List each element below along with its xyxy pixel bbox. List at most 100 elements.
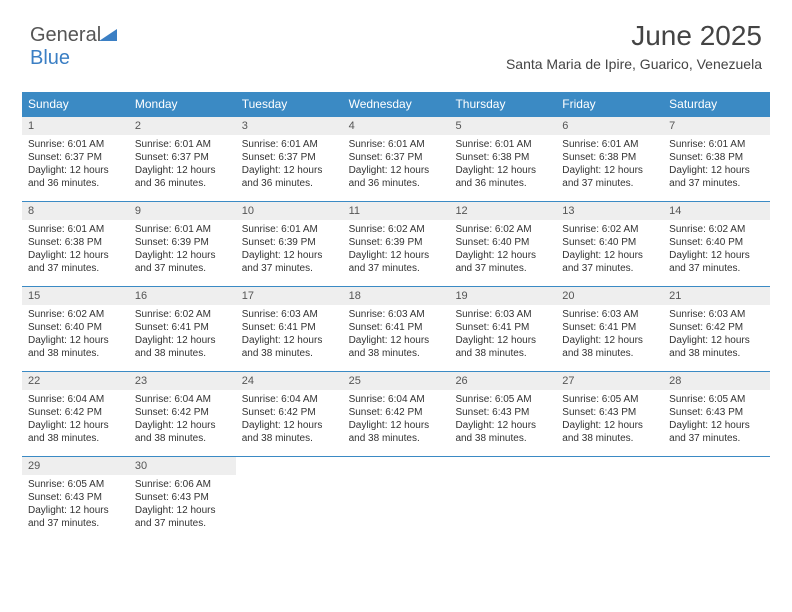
day-number: 27 — [556, 372, 663, 390]
day-dl1: Daylight: 12 hours — [28, 504, 123, 517]
calendar-day: 4Sunrise: 6:01 AMSunset: 6:37 PMDaylight… — [343, 117, 450, 201]
day-dl1: Daylight: 12 hours — [135, 504, 230, 517]
day-sr: Sunrise: 6:01 AM — [562, 138, 657, 151]
day-body: Sunrise: 6:03 AMSunset: 6:41 PMDaylight:… — [449, 305, 556, 366]
day-number: 28 — [663, 372, 770, 390]
day-dl1: Daylight: 12 hours — [669, 334, 764, 347]
day-sr: Sunrise: 6:01 AM — [135, 138, 230, 151]
day-sr: Sunrise: 6:02 AM — [28, 308, 123, 321]
day-sr: Sunrise: 6:01 AM — [242, 223, 337, 236]
day-dl2: and 37 minutes. — [455, 262, 550, 275]
day-dl2: and 38 minutes. — [242, 347, 337, 360]
day-dl2: and 37 minutes. — [562, 262, 657, 275]
day-sr: Sunrise: 6:01 AM — [349, 138, 444, 151]
day-body: Sunrise: 6:03 AMSunset: 6:42 PMDaylight:… — [663, 305, 770, 366]
calendar-day: 17Sunrise: 6:03 AMSunset: 6:41 PMDayligh… — [236, 287, 343, 371]
day-body: Sunrise: 6:01 AMSunset: 6:39 PMDaylight:… — [129, 220, 236, 281]
calendar-day: 26Sunrise: 6:05 AMSunset: 6:43 PMDayligh… — [449, 372, 556, 456]
day-dl1: Daylight: 12 hours — [562, 249, 657, 262]
day-sr: Sunrise: 6:02 AM — [562, 223, 657, 236]
day-dl2: and 38 minutes. — [455, 347, 550, 360]
day-dl1: Daylight: 12 hours — [669, 164, 764, 177]
day-body: Sunrise: 6:04 AMSunset: 6:42 PMDaylight:… — [22, 390, 129, 451]
day-dl1: Daylight: 12 hours — [28, 334, 123, 347]
day-dl2: and 36 minutes. — [242, 177, 337, 190]
day-ss: Sunset: 6:41 PM — [455, 321, 550, 334]
dayname-sat: Saturday — [663, 92, 770, 116]
day-ss: Sunset: 6:42 PM — [135, 406, 230, 419]
day-dl1: Daylight: 12 hours — [349, 164, 444, 177]
day-number: 6 — [556, 117, 663, 135]
day-number: 14 — [663, 202, 770, 220]
day-dl2: and 38 minutes. — [349, 347, 444, 360]
day-body: Sunrise: 6:02 AMSunset: 6:40 PMDaylight:… — [449, 220, 556, 281]
day-sr: Sunrise: 6:01 AM — [28, 138, 123, 151]
day-body: Sunrise: 6:05 AMSunset: 6:43 PMDaylight:… — [449, 390, 556, 451]
day-dl2: and 38 minutes. — [28, 432, 123, 445]
day-number: 22 — [22, 372, 129, 390]
day-ss: Sunset: 6:40 PM — [455, 236, 550, 249]
day-sr: Sunrise: 6:05 AM — [28, 478, 123, 491]
day-number: 25 — [343, 372, 450, 390]
calendar-day: 14Sunrise: 6:02 AMSunset: 6:40 PMDayligh… — [663, 202, 770, 286]
day-ss: Sunset: 6:40 PM — [562, 236, 657, 249]
day-dl1: Daylight: 12 hours — [349, 334, 444, 347]
day-sr: Sunrise: 6:01 AM — [135, 223, 230, 236]
day-dl1: Daylight: 12 hours — [349, 419, 444, 432]
calendar-week: 15Sunrise: 6:02 AMSunset: 6:40 PMDayligh… — [22, 286, 770, 371]
day-dl2: and 37 minutes. — [669, 262, 764, 275]
day-sr: Sunrise: 6:03 AM — [562, 308, 657, 321]
day-number: 15 — [22, 287, 129, 305]
day-dl1: Daylight: 12 hours — [562, 419, 657, 432]
day-dl2: and 37 minutes. — [242, 262, 337, 275]
day-dl1: Daylight: 12 hours — [242, 249, 337, 262]
day-number: 7 — [663, 117, 770, 135]
day-body: Sunrise: 6:02 AMSunset: 6:40 PMDaylight:… — [22, 305, 129, 366]
day-number: 17 — [236, 287, 343, 305]
day-body: Sunrise: 6:06 AMSunset: 6:43 PMDaylight:… — [129, 475, 236, 536]
day-ss: Sunset: 6:37 PM — [28, 151, 123, 164]
day-ss: Sunset: 6:43 PM — [135, 491, 230, 504]
day-body: Sunrise: 6:02 AMSunset: 6:40 PMDaylight:… — [663, 220, 770, 281]
calendar-day: 12Sunrise: 6:02 AMSunset: 6:40 PMDayligh… — [449, 202, 556, 286]
day-dl2: and 36 minutes. — [135, 177, 230, 190]
calendar-day: 2Sunrise: 6:01 AMSunset: 6:37 PMDaylight… — [129, 117, 236, 201]
day-dl1: Daylight: 12 hours — [669, 249, 764, 262]
day-body: Sunrise: 6:03 AMSunset: 6:41 PMDaylight:… — [236, 305, 343, 366]
day-ss: Sunset: 6:37 PM — [135, 151, 230, 164]
day-dl1: Daylight: 12 hours — [135, 249, 230, 262]
day-number: 18 — [343, 287, 450, 305]
day-dl1: Daylight: 12 hours — [455, 249, 550, 262]
day-number: 29 — [22, 457, 129, 475]
day-ss: Sunset: 6:42 PM — [28, 406, 123, 419]
dayname-wed: Wednesday — [343, 92, 450, 116]
calendar-day: 25Sunrise: 6:04 AMSunset: 6:42 PMDayligh… — [343, 372, 450, 456]
calendar-day — [343, 457, 450, 541]
day-number: 11 — [343, 202, 450, 220]
day-dl2: and 38 minutes. — [455, 432, 550, 445]
day-body: Sunrise: 6:02 AMSunset: 6:39 PMDaylight:… — [343, 220, 450, 281]
day-number: 10 — [236, 202, 343, 220]
day-body: Sunrise: 6:05 AMSunset: 6:43 PMDaylight:… — [663, 390, 770, 451]
day-number: 4 — [343, 117, 450, 135]
day-number: 12 — [449, 202, 556, 220]
location-subheading: Santa Maria de Ipire, Guarico, Venezuela — [506, 56, 762, 72]
calendar-day: 23Sunrise: 6:04 AMSunset: 6:42 PMDayligh… — [129, 372, 236, 456]
day-body: Sunrise: 6:04 AMSunset: 6:42 PMDaylight:… — [236, 390, 343, 451]
day-ss: Sunset: 6:41 PM — [135, 321, 230, 334]
logo: General Blue — [30, 24, 117, 70]
day-dl2: and 37 minutes. — [669, 432, 764, 445]
calendar-day: 8Sunrise: 6:01 AMSunset: 6:38 PMDaylight… — [22, 202, 129, 286]
day-dl2: and 37 minutes. — [349, 262, 444, 275]
calendar-day: 20Sunrise: 6:03 AMSunset: 6:41 PMDayligh… — [556, 287, 663, 371]
day-dl1: Daylight: 12 hours — [562, 164, 657, 177]
day-ss: Sunset: 6:39 PM — [135, 236, 230, 249]
day-dl1: Daylight: 12 hours — [349, 249, 444, 262]
day-sr: Sunrise: 6:05 AM — [455, 393, 550, 406]
day-body: Sunrise: 6:01 AMSunset: 6:37 PMDaylight:… — [22, 135, 129, 196]
day-sr: Sunrise: 6:01 AM — [669, 138, 764, 151]
calendar-day: 24Sunrise: 6:04 AMSunset: 6:42 PMDayligh… — [236, 372, 343, 456]
day-body: Sunrise: 6:01 AMSunset: 6:39 PMDaylight:… — [236, 220, 343, 281]
day-number: 5 — [449, 117, 556, 135]
day-number: 19 — [449, 287, 556, 305]
